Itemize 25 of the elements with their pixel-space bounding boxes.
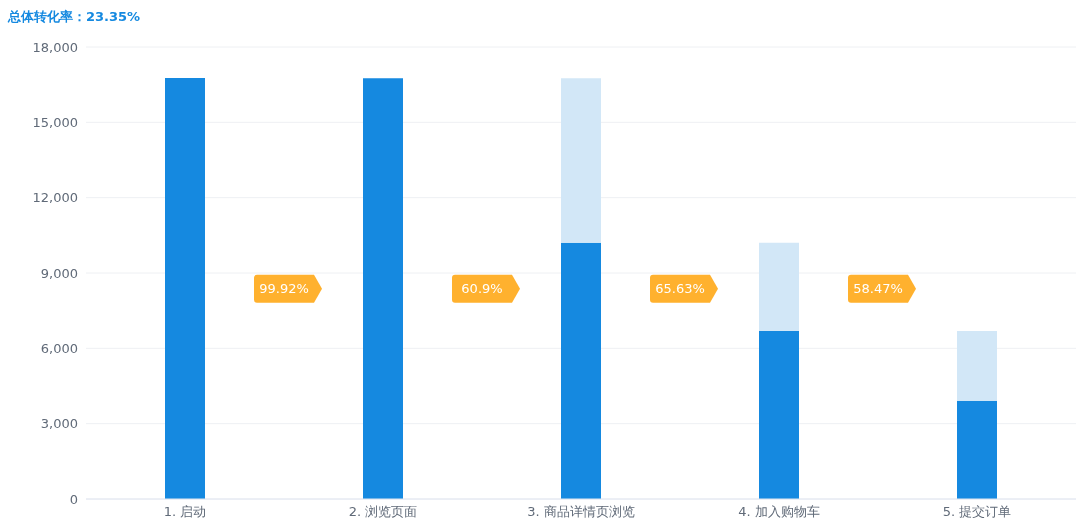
y-tick-label: 12,000 [32, 190, 78, 206]
bar [561, 78, 601, 243]
y-tick-label: 15,000 [32, 114, 78, 130]
bar [759, 242, 799, 332]
y-tick-label: 6,000 [40, 340, 78, 356]
y-tick-label: 3,000 [40, 416, 78, 432]
bar [957, 400, 997, 499]
bar [363, 78, 403, 499]
annotation: 65.63% [655, 281, 705, 297]
bar [165, 77, 205, 499]
y-tick-label: 9,000 [40, 265, 78, 281]
annotation: 58.47% [853, 281, 903, 297]
annotation: 99.92% [259, 281, 309, 297]
bar [759, 331, 799, 499]
x-tick-label: 3. 商品详情页浏览 [527, 504, 635, 520]
y-tick-label: 0 [69, 491, 78, 507]
x-tick-label: 5. 提交订单 [942, 504, 1012, 520]
x-tick-label: 2. 浏览页面 [348, 504, 418, 520]
x-tick-label: 4. 加入购物车 [738, 504, 820, 520]
bar [957, 331, 997, 401]
annotation: 60.9% [461, 281, 503, 297]
chart-title: 总体转化率：23.35% [8, 9, 141, 25]
bar [561, 242, 601, 499]
x-tick-label: 1. 启动 [163, 504, 207, 520]
y-tick-label: 18,000 [32, 39, 78, 55]
